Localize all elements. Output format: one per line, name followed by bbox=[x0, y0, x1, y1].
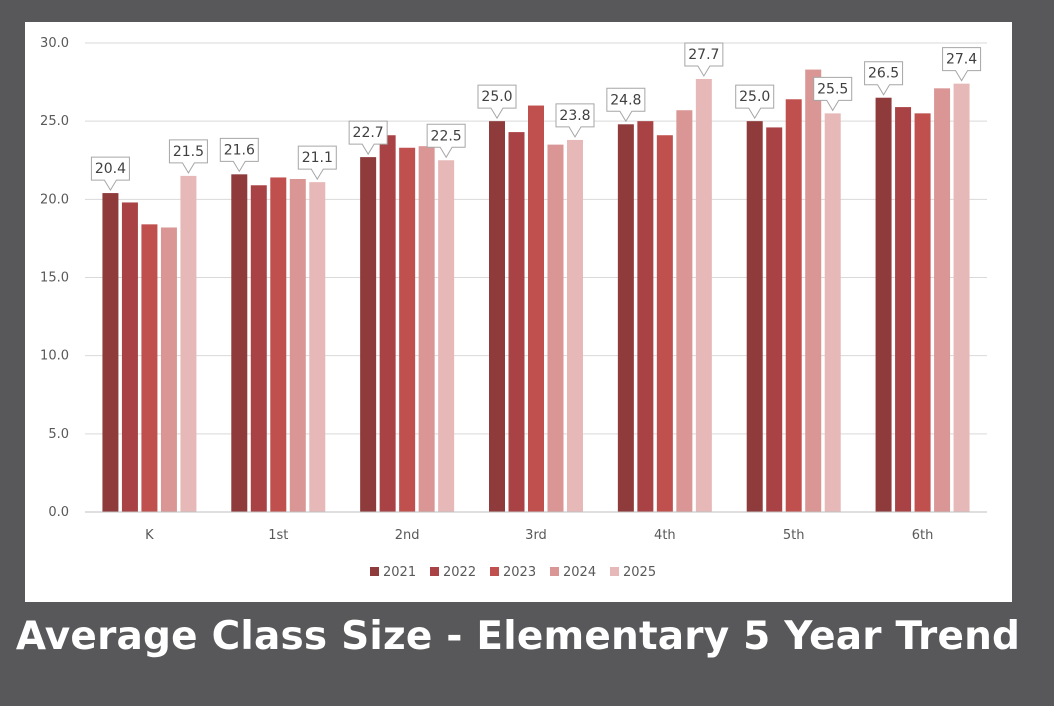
bar-2025-4th bbox=[695, 78, 712, 512]
data-label: 22.7 bbox=[353, 125, 384, 141]
data-callout bbox=[864, 61, 904, 96]
bar-2022-5th bbox=[766, 127, 783, 513]
data-label: 25.5 bbox=[817, 81, 848, 97]
bar-2024-5th bbox=[805, 69, 822, 513]
data-label: 22.5 bbox=[431, 128, 462, 144]
bar-2025-5th bbox=[824, 113, 841, 512]
bar-2021-4th bbox=[617, 124, 634, 512]
data-callout bbox=[606, 87, 646, 123]
data-label: 21.1 bbox=[302, 150, 333, 166]
x-tick-label: 3rd bbox=[525, 528, 547, 543]
bar-2024-6th bbox=[934, 88, 951, 512]
x-tick-label: 6th bbox=[912, 528, 934, 543]
y-tick-label: 25.0 bbox=[40, 114, 69, 129]
bar-2022-3rd bbox=[508, 132, 525, 513]
x-tick-label: 4th bbox=[654, 528, 676, 543]
data-callout bbox=[684, 42, 724, 77]
y-tick-label: 30.0 bbox=[40, 36, 69, 51]
legend-label: 2022 bbox=[443, 565, 476, 580]
data-callout bbox=[297, 145, 337, 181]
bar-2022-6th bbox=[895, 107, 912, 512]
legend-swatch bbox=[430, 567, 439, 576]
data-callout bbox=[942, 47, 982, 82]
data-label: 27.4 bbox=[946, 52, 977, 68]
bar-2024-K bbox=[160, 227, 177, 512]
bar-2022-2nd bbox=[379, 135, 396, 512]
legend-label: 2025 bbox=[623, 565, 656, 580]
data-callout bbox=[735, 84, 775, 120]
bar-2025-K bbox=[180, 175, 197, 512]
bar-2023-K bbox=[141, 224, 158, 512]
bar-2021-3rd bbox=[489, 121, 505, 513]
bar-2023-1st bbox=[270, 177, 287, 513]
page-title: Average Class Size - Elementary 5 Year T… bbox=[15, 614, 1021, 659]
y-tick-label: 15.0 bbox=[40, 271, 69, 286]
data-callout bbox=[90, 156, 130, 192]
y-tick-label: 5.0 bbox=[48, 427, 69, 442]
bar-2022-4th bbox=[637, 121, 654, 513]
bar-2023-5th bbox=[785, 99, 802, 512]
x-tick-label: K bbox=[145, 528, 154, 543]
data-callout bbox=[348, 120, 388, 156]
data-label: 24.8 bbox=[610, 92, 641, 108]
data-callout bbox=[426, 123, 466, 159]
bar-2024-4th bbox=[676, 110, 693, 513]
bar-2021-5th bbox=[746, 121, 763, 513]
bar-2022-1st bbox=[250, 185, 267, 512]
legend-label: 2021 bbox=[383, 565, 416, 580]
data-callout bbox=[813, 76, 853, 112]
data-callout bbox=[555, 103, 595, 138]
legend-swatch bbox=[370, 567, 379, 576]
legend-label: 2024 bbox=[563, 565, 596, 580]
legend-swatch bbox=[490, 567, 499, 576]
bar-2025-6th bbox=[953, 83, 970, 512]
bar-2023-2nd bbox=[399, 147, 416, 512]
data-label: 21.6 bbox=[224, 142, 255, 158]
bar-2024-2nd bbox=[418, 146, 435, 512]
data-label: 20.4 bbox=[95, 161, 126, 177]
bar-2021-1st bbox=[231, 174, 248, 512]
bar-2025-3rd bbox=[567, 139, 583, 512]
data-label: 23.8 bbox=[559, 108, 590, 124]
bar-2023-6th bbox=[914, 113, 931, 512]
data-callout bbox=[219, 137, 259, 173]
bar-2025-2nd bbox=[438, 160, 455, 512]
y-tick-label: 10.0 bbox=[40, 349, 69, 364]
legend-swatch bbox=[610, 567, 619, 576]
data-label: 21.5 bbox=[173, 144, 204, 160]
legend-label: 2023 bbox=[503, 565, 536, 580]
data-label: 25.0 bbox=[739, 89, 770, 105]
bar-2021-2nd bbox=[360, 157, 377, 512]
data-label: 27.7 bbox=[688, 47, 719, 63]
bar-2024-3rd bbox=[547, 144, 564, 512]
bar-chart: 0.0 5.0 10.0 15.0 20.0 25.0 30.0 K 1st 2nd 3rd 4th 5… bbox=[40, 36, 987, 580]
x-tick-label: 5th bbox=[783, 528, 805, 543]
bar-2021-6th bbox=[875, 97, 892, 512]
bar-2025-1st bbox=[309, 182, 326, 513]
bar-2023-4th bbox=[656, 135, 673, 512]
data-callout bbox=[477, 84, 517, 120]
bar-2022-K bbox=[121, 202, 138, 512]
x-tick-label: 2nd bbox=[395, 528, 420, 543]
data-label: 25.0 bbox=[481, 89, 512, 105]
y-tick-label: 20.0 bbox=[40, 192, 69, 207]
bar-2023-3rd bbox=[528, 105, 544, 513]
chart-panel: 0.0 5.0 10.0 15.0 20.0 25.0 30.0 K 1st 2nd 3rd 4th 5… bbox=[25, 22, 1012, 602]
data-callout bbox=[168, 139, 208, 174]
x-tick-label: 1st bbox=[268, 528, 288, 543]
bar-2024-1st bbox=[289, 179, 306, 512]
legend-swatch bbox=[550, 567, 559, 576]
bar-2021-K bbox=[102, 193, 119, 512]
y-tick-label: 0.0 bbox=[48, 505, 69, 520]
data-label: 26.5 bbox=[868, 66, 899, 82]
